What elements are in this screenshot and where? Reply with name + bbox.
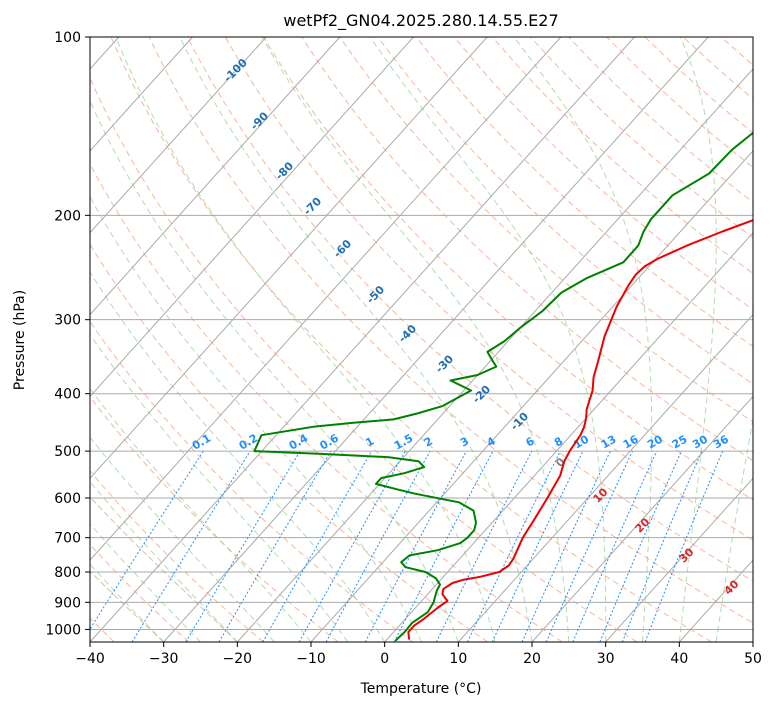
mixing-ratio-line-25 <box>599 450 682 642</box>
moist-adiabat-0 <box>90 271 386 642</box>
y-axis-ticks: 1000 900 800 700 600 500 400 300 200 100 <box>45 30 90 638</box>
isobar-gridlines <box>90 37 753 630</box>
temperature-line <box>407 219 753 640</box>
isotherm--30 <box>163 37 709 642</box>
isotherm-20 <box>531 395 753 642</box>
dry-adiabat--30 <box>90 543 190 642</box>
y-tick-label: 900 <box>54 595 81 611</box>
moist-adiabat-40 <box>678 37 717 642</box>
moist-adiabat-20 <box>179 37 533 642</box>
y-tick-label: 800 <box>54 565 81 581</box>
mixing-ratio-line-1.5 <box>298 450 406 642</box>
y-tick-label: 1000 <box>45 622 81 638</box>
mixing-ratio-line-2 <box>325 450 431 642</box>
x-tick-label: 0 <box>380 651 389 667</box>
isotherm--10 <box>310 150 753 642</box>
isotherm--100 <box>90 37 193 152</box>
moist-adiabat-45 <box>715 416 753 642</box>
y-tick-label: 200 <box>54 208 81 224</box>
moist-adiabat-15 <box>115 37 496 642</box>
moist-adiabat--5 <box>90 333 349 642</box>
mixing-ratio-line-4 <box>393 450 494 642</box>
y-tick-label: 700 <box>54 531 81 547</box>
plot-frame <box>89 36 754 643</box>
x-tick-label: 30 <box>597 651 615 667</box>
moist-adiabat-25 <box>261 37 570 642</box>
isotherm--20 <box>236 68 753 642</box>
x-tick-label: 10 <box>449 651 467 667</box>
moist-adiabat--15 <box>90 436 275 642</box>
moist-adiabat-10 <box>90 99 459 642</box>
dry-adiabat--20 <box>90 470 264 642</box>
isotherm--40 <box>90 37 635 642</box>
y-tick-label: 100 <box>54 30 81 46</box>
dry-adiabat-40 <box>110 37 712 642</box>
x-tick-label: −10 <box>296 651 326 667</box>
x-tick-label: −40 <box>75 651 105 667</box>
mixing-ratio-line-6 <box>435 450 533 642</box>
x-axis-ticks: −40 −30 −20 −10 0 10 20 30 40 50 <box>75 642 762 667</box>
y-tick-label: 600 <box>54 491 81 507</box>
x-tick-label: 50 <box>744 651 762 667</box>
dry-adiabat-20 <box>90 162 563 642</box>
isotherm--50 <box>90 37 562 561</box>
x-tick-label: 40 <box>670 651 688 667</box>
isotherm--90 <box>90 37 267 234</box>
moist-adiabat-30 <box>369 37 607 642</box>
isotherm--80 <box>90 37 341 316</box>
mixing-ratio-line-13 <box>521 450 611 642</box>
x-tick-label: −30 <box>149 651 179 667</box>
mixing-ratio-line-16 <box>545 450 633 642</box>
dry-adiabat--10 <box>90 396 339 642</box>
y-axis-label: Pressure (hPa) <box>12 290 28 390</box>
isotherms <box>90 37 753 642</box>
dry-adiabat-50 <box>148 37 753 624</box>
isotherm-0 <box>384 231 753 642</box>
chart-title: wetPf2_GN04.2025.280.14.55.E27 <box>283 11 558 31</box>
isotherm--70 <box>90 37 414 398</box>
y-tick-label: 400 <box>54 387 81 403</box>
mixing-ratio-line-0.2 <box>131 450 251 642</box>
x-tick-label: 20 <box>523 651 541 667</box>
moist-adiabat--20 <box>90 481 238 642</box>
mixing-ratio-line-30 <box>621 450 703 642</box>
mixing-ratio-line-1 <box>262 450 373 642</box>
x-tick-label: −20 <box>223 651 253 667</box>
y-tick-label: 300 <box>54 313 81 329</box>
mixing-ratio-line-10 <box>491 450 584 642</box>
mixing-ratio-line-3 <box>364 450 467 642</box>
mixing-ratio-lines <box>90 450 724 642</box>
dewpoint-line <box>253 131 753 642</box>
isotherm-30 <box>605 477 753 642</box>
dry-adiabat-10 <box>90 243 488 642</box>
sounding-series <box>253 131 753 642</box>
isotherm-10 <box>457 313 753 642</box>
mixing-ratio-line-0.1 <box>90 450 204 630</box>
dry-adiabat-120 <box>415 37 753 348</box>
x-axis-label: Temperature (°C) <box>360 681 482 697</box>
isotherm--60 <box>90 37 488 480</box>
plot-area: -100-90-80-70-60-50-40-30-20-10 01020304… <box>90 37 753 642</box>
dry-adiabat-130 <box>453 37 753 311</box>
dry-adiabat-110 <box>377 37 753 385</box>
mixing-ratio-line-36 <box>644 450 724 642</box>
y-tick-label: 500 <box>54 444 81 460</box>
moist-adiabat-35 <box>513 37 653 642</box>
mixing-ratio-line-20 <box>572 450 658 642</box>
